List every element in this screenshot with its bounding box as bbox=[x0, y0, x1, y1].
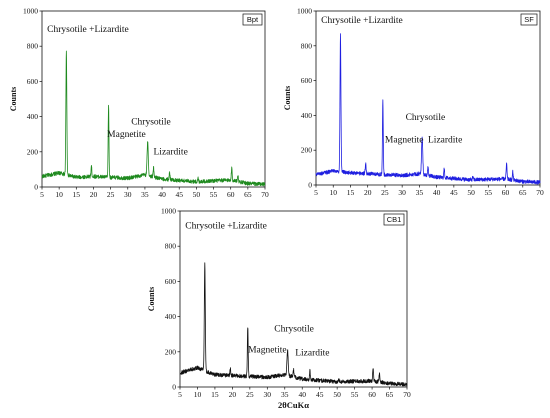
x-tick-label: 5 bbox=[314, 188, 318, 197]
y-tick-label: 200 bbox=[165, 347, 177, 356]
x-tick-label: 45 bbox=[316, 390, 324, 399]
x-tick-label: 20 bbox=[229, 390, 237, 399]
x-tick-label: 30 bbox=[124, 190, 132, 199]
plot-frame bbox=[41, 10, 266, 188]
x-tick-label: 45 bbox=[450, 188, 458, 197]
x-tick-label: 45 bbox=[175, 190, 183, 199]
x-tick-label: 70 bbox=[403, 390, 411, 399]
y-tick-label: 800 bbox=[301, 41, 313, 50]
x-tick-label: 15 bbox=[73, 190, 81, 199]
y-axis-label: Counts bbox=[147, 287, 156, 311]
x-tick-label: 25 bbox=[107, 190, 115, 199]
y-tick-label: 600 bbox=[165, 277, 177, 286]
x-tick-label: 30 bbox=[264, 390, 272, 399]
chart-bpt: 5 10 15 20 25 30 35 40 45 50 55 60 65 70 0 200 400 600 800… bbox=[9, 7, 269, 200]
x-tick-label: 35 bbox=[141, 190, 149, 199]
legend-label: Bpt bbox=[247, 15, 259, 24]
x-tick-label: 70 bbox=[536, 188, 544, 197]
x-tick-label: 15 bbox=[211, 390, 219, 399]
y-tick-label: 1000 bbox=[23, 7, 38, 16]
x-tick-label: 55 bbox=[351, 390, 359, 399]
plot-frame bbox=[315, 10, 541, 186]
y-tick-label: 400 bbox=[301, 111, 313, 120]
peak-annotation: Magnetite bbox=[107, 130, 146, 140]
chart-cb1: 5 10 15 20 25 30 35 40 45 50 55 60 65 70 0 200 400 600 800… bbox=[147, 207, 411, 411]
chart-sf: 5 10 15 20 25 30 35 40 45 50 55 60 65 70 0 200 400 600 800… bbox=[283, 7, 544, 198]
plot-frame bbox=[179, 210, 408, 388]
x-tick-label: 25 bbox=[381, 188, 389, 197]
peak-annotation: Chrysotile +Lizardite bbox=[185, 222, 267, 232]
x-tick-label: 60 bbox=[227, 190, 235, 199]
x-tick-label: 55 bbox=[210, 190, 218, 199]
x-tick-label: 50 bbox=[193, 190, 201, 199]
peak-annotation: Chrysotile bbox=[406, 113, 446, 123]
y-tick-label: 0 bbox=[172, 383, 176, 392]
peak-annotation: Chrysotile +Lizardite bbox=[47, 25, 129, 35]
peak-annotation: Magnetite bbox=[248, 346, 287, 356]
xrd-pattern-cb1 bbox=[179, 262, 408, 387]
x-tick-label: 65 bbox=[519, 188, 527, 197]
peak-annotation: Lizardite bbox=[154, 147, 188, 157]
x-tick-label: 15 bbox=[347, 188, 355, 197]
x-tick-label: 60 bbox=[368, 390, 376, 399]
x-tick-label: 20 bbox=[90, 190, 98, 199]
legend-label: SF bbox=[524, 15, 534, 24]
x-tick-label: 10 bbox=[55, 190, 63, 199]
x-tick-label: 20 bbox=[364, 188, 372, 197]
y-tick-label: 400 bbox=[27, 112, 39, 121]
xrd-pattern-sf bbox=[315, 33, 541, 185]
x-tick-label: 10 bbox=[194, 390, 202, 399]
legend-box bbox=[520, 13, 538, 26]
x-tick-label: 70 bbox=[261, 190, 269, 199]
y-axis-label: Counts bbox=[283, 86, 292, 110]
x-tick-label: 10 bbox=[329, 188, 337, 197]
peak-annotation: Magnetite bbox=[385, 135, 424, 145]
peak-annotation: Chrysotile +Lizardite bbox=[321, 16, 403, 26]
y-axis-label: Counts bbox=[9, 87, 18, 111]
y-tick-label: 400 bbox=[165, 312, 177, 321]
y-tick-label: 1000 bbox=[161, 207, 176, 216]
x-tick-label: 65 bbox=[244, 190, 252, 199]
y-tick-label: 0 bbox=[308, 181, 312, 190]
x-tick-label: 5 bbox=[40, 190, 44, 199]
y-tick-label: 800 bbox=[165, 242, 177, 251]
x-tick-label: 40 bbox=[298, 390, 306, 399]
xrd-pattern-bpt bbox=[41, 50, 266, 187]
x-tick-label: 40 bbox=[433, 188, 441, 197]
y-tick-label: 800 bbox=[27, 42, 39, 51]
x-tick-label: 35 bbox=[281, 390, 289, 399]
peak-annotation: Chrysotile bbox=[274, 325, 314, 335]
legend-box bbox=[383, 213, 405, 226]
legend-label: CB1 bbox=[387, 215, 402, 224]
x-tick-label: 60 bbox=[502, 188, 510, 197]
x-tick-label: 35 bbox=[416, 188, 424, 197]
y-tick-label: 600 bbox=[27, 77, 39, 86]
peak-annotation: Lizardite bbox=[295, 348, 329, 358]
y-tick-label: 600 bbox=[301, 76, 313, 85]
y-tick-label: 1000 bbox=[297, 7, 312, 16]
x-tick-label: 30 bbox=[398, 188, 406, 197]
y-tick-label: 200 bbox=[301, 146, 313, 155]
x-tick-label: 40 bbox=[158, 190, 166, 199]
x-tick-label: 50 bbox=[333, 390, 341, 399]
peak-annotation: Lizardite bbox=[428, 135, 462, 145]
y-tick-label: 200 bbox=[27, 147, 39, 156]
x-axis-label: 2θCuKα bbox=[278, 400, 309, 410]
legend-box bbox=[242, 13, 263, 26]
x-tick-label: 5 bbox=[178, 390, 182, 399]
x-tick-label: 55 bbox=[485, 188, 493, 197]
peak-annotation: Chrysotile bbox=[131, 118, 171, 128]
x-tick-label: 25 bbox=[246, 390, 254, 399]
x-tick-label: 65 bbox=[386, 390, 394, 399]
x-tick-label: 50 bbox=[467, 188, 475, 197]
y-tick-label: 0 bbox=[34, 183, 38, 192]
